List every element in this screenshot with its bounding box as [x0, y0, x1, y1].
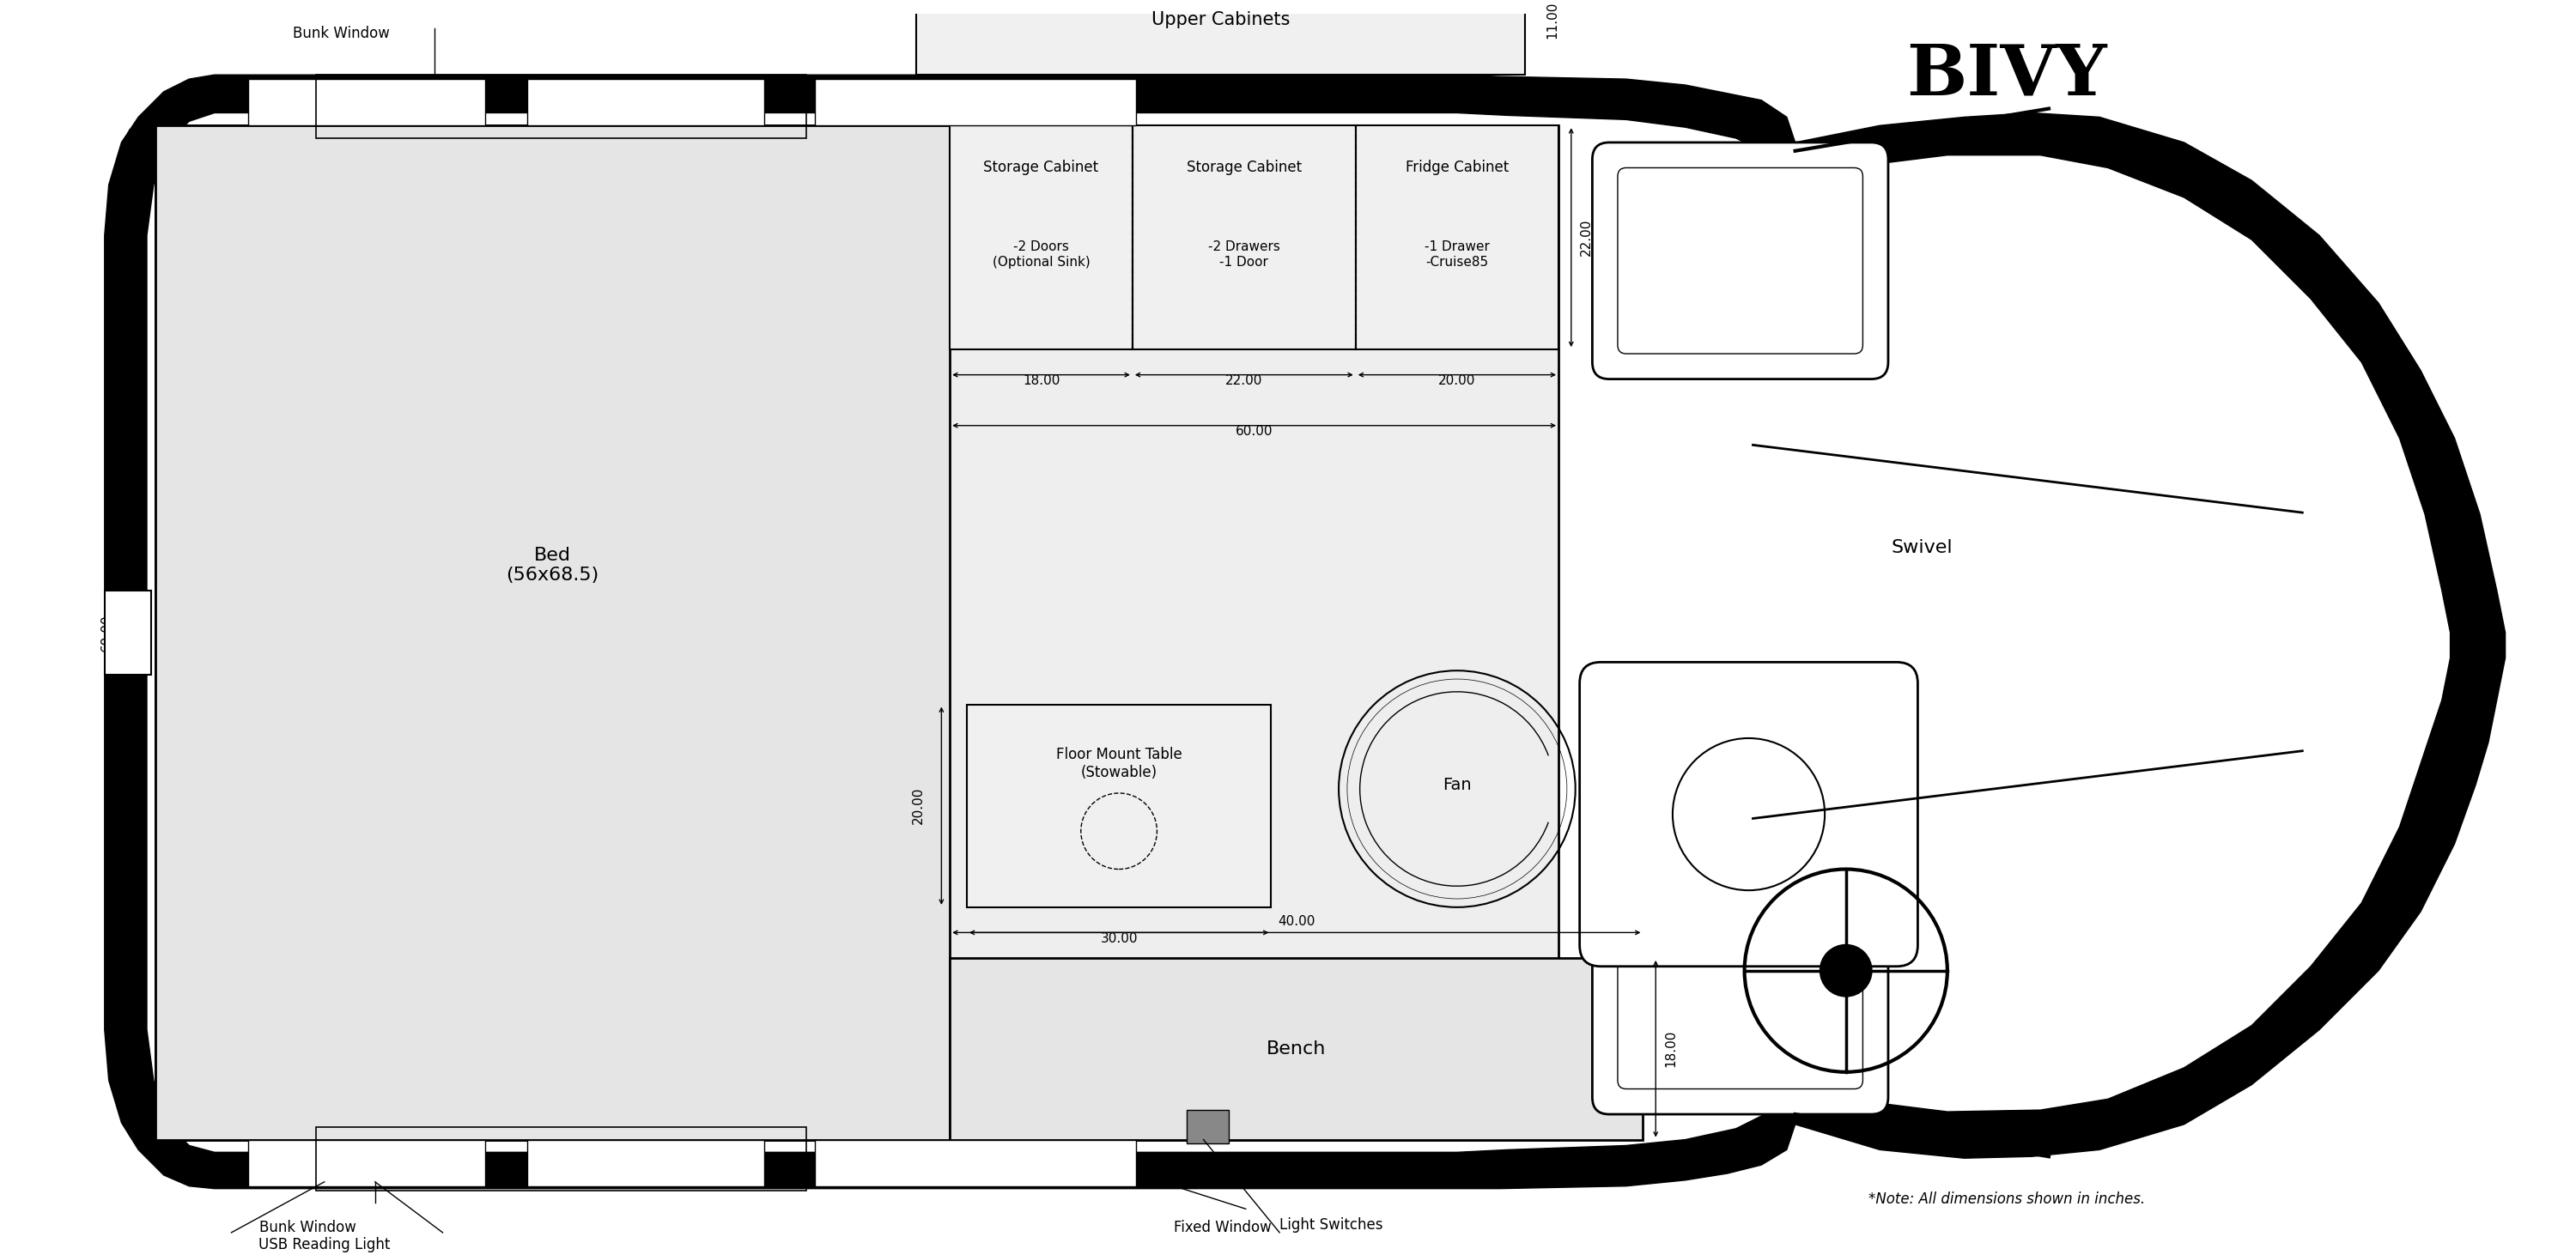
- Text: BIVY: BIVY: [1906, 40, 2107, 109]
- Text: Light Switches: Light Switches: [1280, 1217, 1383, 1232]
- Bar: [247, 79, 484, 126]
- Text: 11.00: 11.00: [1546, 1, 1558, 39]
- Text: Bed
(56x68.5): Bed (56x68.5): [505, 546, 600, 584]
- FancyBboxPatch shape: [1579, 663, 1917, 966]
- Bar: [528, 1140, 765, 1186]
- Bar: [247, 1140, 484, 1186]
- Text: 69.00: 69.00: [100, 614, 113, 651]
- Text: Fixed Window: Fixed Window: [1175, 1220, 1270, 1235]
- Polygon shape: [147, 113, 2450, 1152]
- Text: USB Reading Light: USB Reading Light: [258, 1236, 389, 1252]
- Bar: [317, 1127, 806, 1190]
- Text: 18.00: 18.00: [1023, 375, 1059, 388]
- Text: Storage Cabinet: Storage Cabinet: [984, 159, 1100, 174]
- Text: 60.00: 60.00: [1236, 425, 1273, 438]
- Text: 60.00: 60.00: [1200, 90, 1239, 103]
- Text: 22.00: 22.00: [1579, 218, 1592, 256]
- Text: Floor Mount Table
(Stowable): Floor Mount Table (Stowable): [1056, 747, 1182, 779]
- Text: Swivel: Swivel: [1891, 540, 1953, 557]
- Text: 20.00: 20.00: [912, 787, 925, 825]
- Bar: [917, 0, 1525, 75]
- Bar: [106, 590, 152, 675]
- Bar: [528, 79, 765, 126]
- Bar: [317, 75, 806, 138]
- Text: 22.00: 22.00: [1226, 375, 1262, 388]
- Bar: [1133, 126, 1355, 349]
- Text: Bunk Window: Bunk Window: [260, 1220, 355, 1235]
- FancyBboxPatch shape: [1592, 142, 1888, 379]
- Text: Fan: Fan: [1443, 777, 1471, 793]
- Text: Upper Cabinets: Upper Cabinets: [1151, 11, 1291, 29]
- Text: 20.00: 20.00: [1437, 375, 1476, 388]
- Bar: [1355, 126, 1558, 349]
- Text: -2 Doors
(Optional Sink): -2 Doors (Optional Sink): [992, 241, 1090, 269]
- Text: Storage Cabinet: Storage Cabinet: [1188, 159, 1301, 174]
- Circle shape: [1821, 945, 1870, 996]
- Text: 18.00: 18.00: [1664, 1030, 1677, 1068]
- Bar: [951, 126, 1133, 349]
- Text: -1 Drawer
-Cruise85: -1 Drawer -Cruise85: [1425, 241, 1489, 269]
- Bar: [951, 958, 1643, 1140]
- Bar: [966, 704, 1270, 907]
- Text: Fridge Cabinet: Fridge Cabinet: [1406, 159, 1510, 174]
- Text: *Note: All dimensions shown in inches.: *Note: All dimensions shown in inches.: [1868, 1192, 2146, 1207]
- Text: 30.00: 30.00: [1100, 932, 1139, 945]
- Text: Bench: Bench: [1267, 1040, 1327, 1058]
- Bar: [1188, 1109, 1229, 1143]
- Text: 56.00: 56.00: [533, 1168, 572, 1182]
- Bar: [155, 126, 951, 1140]
- Text: 40.00: 40.00: [1278, 915, 1316, 929]
- Bar: [814, 79, 1136, 126]
- Bar: [155, 126, 1558, 1140]
- FancyBboxPatch shape: [1592, 877, 1888, 1114]
- Polygon shape: [106, 75, 2506, 1188]
- Text: -2 Drawers
-1 Door: -2 Drawers -1 Door: [1208, 241, 1280, 269]
- Bar: [814, 1140, 1136, 1186]
- Text: Bunk Window: Bunk Window: [294, 26, 389, 41]
